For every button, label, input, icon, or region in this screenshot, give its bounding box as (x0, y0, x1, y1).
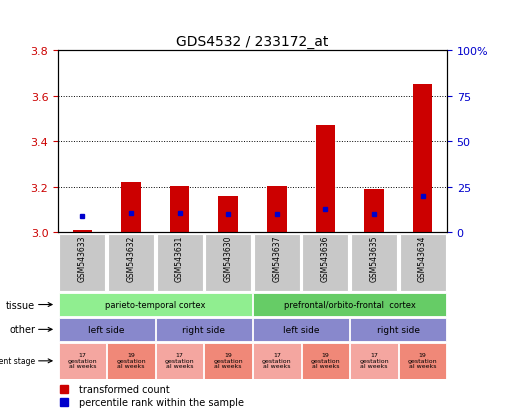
Bar (364, 190, 384, 233)
Text: tissue: tissue (6, 300, 35, 310)
Bar (351, 234, 397, 292)
Text: left side: left side (283, 325, 319, 334)
Text: 17
gestation
al weeks: 17 gestation al weeks (68, 352, 97, 368)
Text: percentile rank within the sample: percentile rank within the sample (79, 397, 244, 407)
Text: GSM543634: GSM543634 (418, 235, 427, 281)
Text: parieto-temporal cortex: parieto-temporal cortex (105, 300, 206, 309)
Text: 19
gestation
al weeks: 19 gestation al weeks (214, 352, 243, 368)
Text: GSM543636: GSM543636 (321, 235, 330, 281)
Text: transformed count: transformed count (79, 385, 170, 394)
Bar (59, 234, 106, 292)
Text: right side: right side (182, 325, 225, 334)
Text: GSM543630: GSM543630 (224, 235, 233, 281)
Bar (108, 234, 154, 292)
Bar (157, 234, 203, 292)
Bar (73, 230, 92, 233)
Bar (302, 234, 348, 292)
Bar (301, 343, 349, 379)
Bar (59, 294, 252, 316)
Text: GSM543633: GSM543633 (78, 235, 87, 281)
Bar (399, 234, 446, 292)
Bar (316, 126, 335, 233)
Text: 17
gestation
al weeks: 17 gestation al weeks (165, 352, 194, 368)
Bar (350, 343, 398, 379)
Bar (350, 318, 446, 342)
Text: left side: left side (88, 325, 125, 334)
Bar (253, 294, 446, 316)
Text: prefrontal/orbito-frontal  cortex: prefrontal/orbito-frontal cortex (284, 300, 416, 309)
Bar (205, 343, 252, 379)
Bar (156, 318, 252, 342)
Text: other: other (10, 325, 35, 335)
Bar (413, 85, 432, 233)
Bar (267, 186, 286, 233)
Text: 19
gestation
al weeks: 19 gestation al weeks (311, 352, 340, 368)
Text: 17
gestation
al weeks: 17 gestation al weeks (262, 352, 291, 368)
Text: GSM543637: GSM543637 (272, 235, 281, 281)
Bar (219, 197, 238, 233)
Bar (156, 343, 204, 379)
Bar (253, 343, 300, 379)
Bar (253, 318, 349, 342)
Bar (170, 186, 189, 233)
Bar (254, 234, 300, 292)
Text: GSM543632: GSM543632 (126, 235, 135, 281)
Text: 19
gestation
al weeks: 19 gestation al weeks (116, 352, 146, 368)
Bar (205, 234, 251, 292)
Text: right side: right side (377, 325, 420, 334)
Bar (59, 318, 155, 342)
Text: development stage: development stage (0, 356, 35, 366)
Text: GSM543631: GSM543631 (175, 235, 184, 281)
Bar (107, 343, 155, 379)
Bar (121, 183, 141, 233)
Title: GDS4532 / 233172_at: GDS4532 / 233172_at (176, 35, 329, 49)
Text: 19
gestation
al weeks: 19 gestation al weeks (408, 352, 437, 368)
Text: GSM543635: GSM543635 (370, 235, 379, 281)
Bar (59, 343, 106, 379)
Text: 17
gestation
al weeks: 17 gestation al weeks (359, 352, 389, 368)
Bar (399, 343, 446, 379)
